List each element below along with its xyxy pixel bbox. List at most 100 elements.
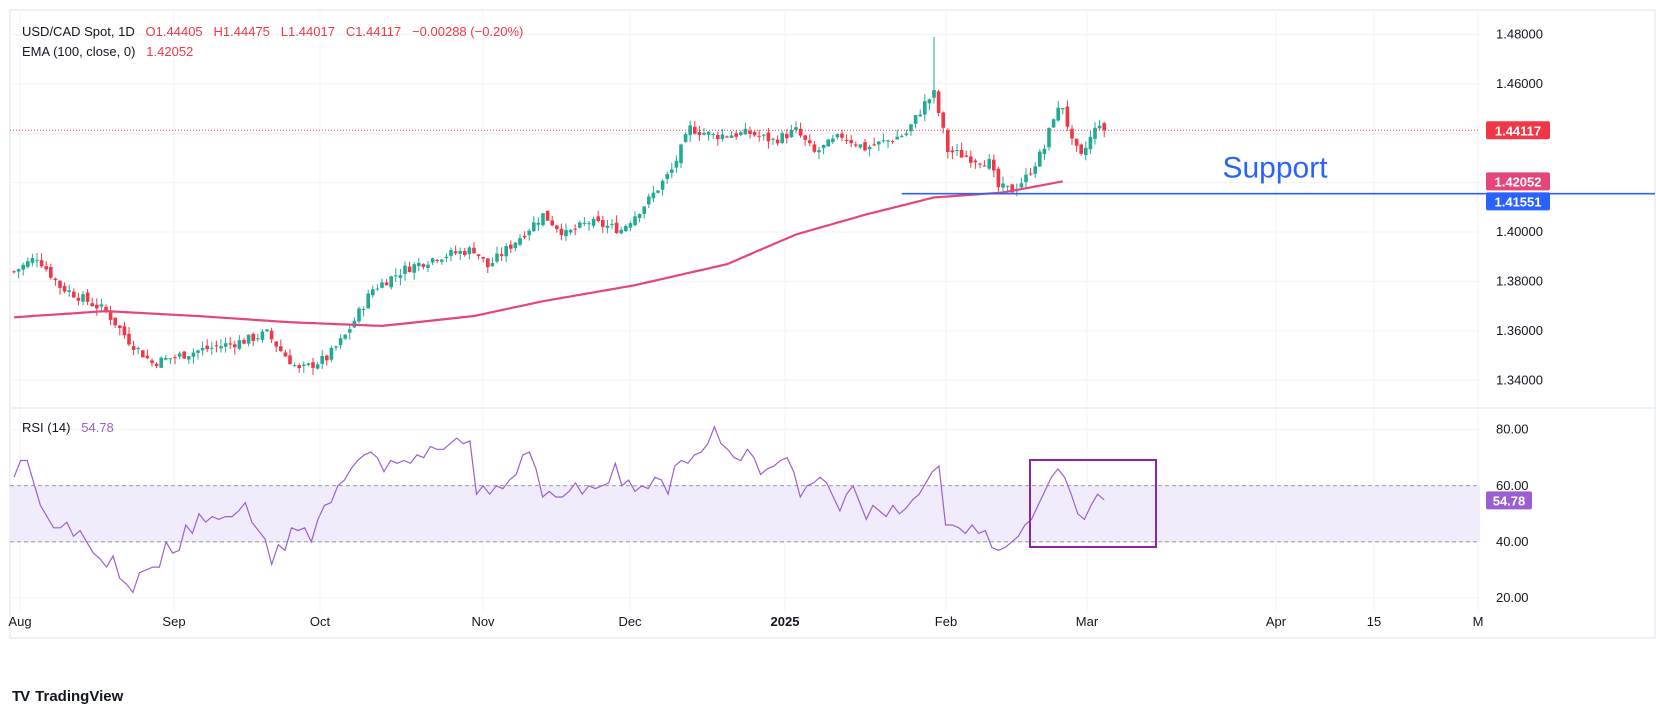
candle-body[interactable]	[780, 133, 784, 143]
candle-body[interactable]	[1005, 185, 1010, 187]
candle-body[interactable]	[39, 260, 44, 267]
candle-body[interactable]	[338, 338, 343, 346]
ema-100-line[interactable]	[13, 180, 1063, 328]
candle-body[interactable]	[1097, 125, 1102, 129]
candle-body[interactable]	[670, 169, 674, 173]
candle-body[interactable]	[127, 333, 131, 345]
candle-body[interactable]	[113, 317, 117, 326]
candle-body[interactable]	[99, 304, 104, 307]
candle-body[interactable]	[12, 271, 16, 273]
candle-body[interactable]	[1056, 107, 1060, 121]
candle-body[interactable]	[1001, 183, 1005, 188]
candle-body[interactable]	[325, 355, 329, 361]
candle-body[interactable]	[85, 292, 90, 302]
candle-body[interactable]	[1028, 173, 1033, 175]
candle-body[interactable]	[233, 344, 237, 348]
candle-body[interactable]	[785, 134, 789, 139]
candle-body[interactable]	[978, 163, 982, 165]
candle-body[interactable]	[637, 214, 642, 218]
candle-body[interactable]	[444, 256, 449, 259]
candle-body[interactable]	[205, 345, 209, 350]
candle-body[interactable]	[886, 140, 890, 142]
candle-body[interactable]	[757, 135, 761, 137]
candle-body[interactable]	[1047, 127, 1051, 148]
candle-body[interactable]	[918, 114, 922, 117]
candle-body[interactable]	[361, 308, 366, 310]
candle-body[interactable]	[76, 297, 81, 301]
candle-body[interactable]	[568, 230, 573, 233]
candle-body[interactable]	[624, 226, 628, 232]
candle-body[interactable]	[426, 264, 430, 269]
rsi-line[interactable]	[13, 425, 1105, 594]
candle-body[interactable]	[665, 174, 669, 179]
candle-body[interactable]	[513, 242, 518, 249]
candle-body[interactable]	[16, 269, 21, 272]
candle-body[interactable]	[610, 224, 614, 226]
candle-body[interactable]	[881, 140, 886, 142]
candle-body[interactable]	[969, 156, 973, 163]
candle-body[interactable]	[660, 180, 665, 190]
candle-body[interactable]	[44, 266, 48, 270]
candle-body[interactable]	[628, 223, 633, 228]
candle-body[interactable]	[775, 139, 780, 144]
candle-body[interactable]	[987, 159, 991, 169]
candle-body[interactable]	[647, 196, 651, 205]
candle-body[interactable]	[371, 289, 375, 296]
candle-body[interactable]	[472, 247, 476, 254]
candle-body[interactable]	[872, 144, 876, 146]
candle-body[interactable]	[306, 363, 311, 365]
candle-body[interactable]	[591, 218, 596, 226]
candle-body[interactable]	[159, 357, 163, 368]
candle-body[interactable]	[1074, 138, 1079, 146]
candle-body[interactable]	[72, 291, 76, 298]
candle-body[interactable]	[348, 329, 352, 333]
candle-body[interactable]	[619, 229, 623, 234]
candle-body[interactable]	[982, 165, 987, 167]
candle-body[interactable]	[21, 264, 25, 270]
candle-body[interactable]	[256, 338, 260, 340]
candle-body[interactable]	[821, 144, 826, 149]
candle-body[interactable]	[136, 348, 140, 350]
candle-body[interactable]	[141, 350, 145, 358]
candle-body[interactable]	[711, 133, 715, 135]
candle-body[interactable]	[1042, 148, 1047, 154]
candle-body[interactable]	[739, 132, 743, 135]
candle-body[interactable]	[214, 345, 219, 347]
candle-body[interactable]	[394, 275, 398, 277]
candle-body[interactable]	[702, 132, 706, 135]
candle-body[interactable]	[582, 222, 587, 224]
candle-body[interactable]	[578, 222, 582, 228]
candle-body[interactable]	[596, 216, 600, 222]
candle-body[interactable]	[177, 353, 182, 357]
candle-body[interactable]	[844, 139, 849, 141]
candle-body[interactable]	[476, 254, 481, 257]
candle-body[interactable]	[122, 326, 127, 336]
candle-body[interactable]	[766, 132, 771, 142]
candle-body[interactable]	[26, 261, 30, 267]
candle-body[interactable]	[725, 136, 729, 138]
candle-body[interactable]	[210, 347, 214, 349]
candle-body[interactable]	[748, 130, 752, 134]
candle-body[interactable]	[642, 206, 646, 214]
candle-body[interactable]	[890, 141, 895, 143]
candle-body[interactable]	[435, 259, 439, 261]
candle-body[interactable]	[288, 355, 292, 365]
candle-body[interactable]	[858, 144, 863, 148]
candle-body[interactable]	[573, 228, 577, 230]
candle-body[interactable]	[315, 364, 320, 369]
candle-body[interactable]	[1019, 183, 1024, 188]
candle-body[interactable]	[145, 355, 150, 359]
candle-body[interactable]	[936, 91, 941, 114]
candle-body[interactable]	[1093, 127, 1097, 139]
candle-body[interactable]	[104, 306, 108, 311]
candle-body[interactable]	[849, 140, 853, 144]
candle-body[interactable]	[509, 244, 513, 249]
candle-body[interactable]	[536, 222, 541, 225]
candle-body[interactable]	[242, 340, 246, 344]
candle-body[interactable]	[366, 293, 370, 309]
candle-body[interactable]	[895, 136, 899, 140]
candle-body[interactable]	[269, 330, 274, 340]
candle-body[interactable]	[614, 222, 619, 234]
candle-body[interactable]	[357, 308, 361, 322]
